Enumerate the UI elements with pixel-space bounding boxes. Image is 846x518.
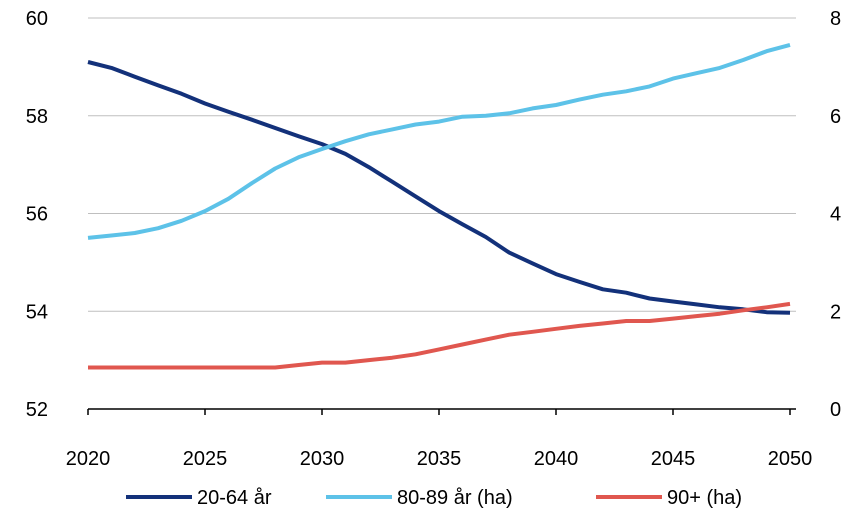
series-lines	[87, 42, 791, 370]
y-left-tick-label: 60	[26, 8, 48, 30]
series-line-3	[88, 301, 791, 370]
x-tick-label: 2035	[417, 448, 462, 470]
series-line-1	[87, 60, 791, 315]
legend-label: 20-64 år	[197, 487, 272, 509]
y-right-tick-label: 6	[830, 106, 841, 128]
y-right-tick-label: 2	[830, 301, 841, 323]
gridlines	[88, 17, 796, 312]
y-left-tick-label: 58	[26, 106, 48, 128]
y-left-tick-label: 54	[26, 301, 48, 323]
x-tick-label: 2030	[300, 448, 345, 470]
legend-label: 80-89 år (ha)	[397, 487, 513, 509]
series-line-2	[87, 42, 791, 240]
legend-label: 90+ (ha)	[667, 487, 742, 509]
x-tick-label: 2025	[183, 448, 228, 470]
y-left-tick-label: 56	[26, 204, 48, 226]
x-tick-label: 2020	[66, 448, 111, 470]
legend: 20-64 år 80-89 år (ha) 90+ (ha)	[126, 487, 742, 509]
y-right-tick-label: 4	[830, 204, 841, 226]
y-left-tick-label: 52	[26, 399, 48, 421]
x-tick-label: 2045	[651, 448, 696, 470]
x-tick-label: 2050	[768, 448, 813, 470]
y-left-ticks: 52 54 56 58 60	[26, 8, 48, 421]
y-right-ticks: 0 2 4 6 8	[830, 8, 841, 421]
x-tick-label: 2040	[534, 448, 579, 470]
y-right-tick-label: 8	[830, 8, 841, 30]
x-axis-ticks: 2020 2025 2030 2035 2040 2045 2050	[66, 409, 813, 470]
y-right-tick-label: 0	[830, 399, 841, 421]
